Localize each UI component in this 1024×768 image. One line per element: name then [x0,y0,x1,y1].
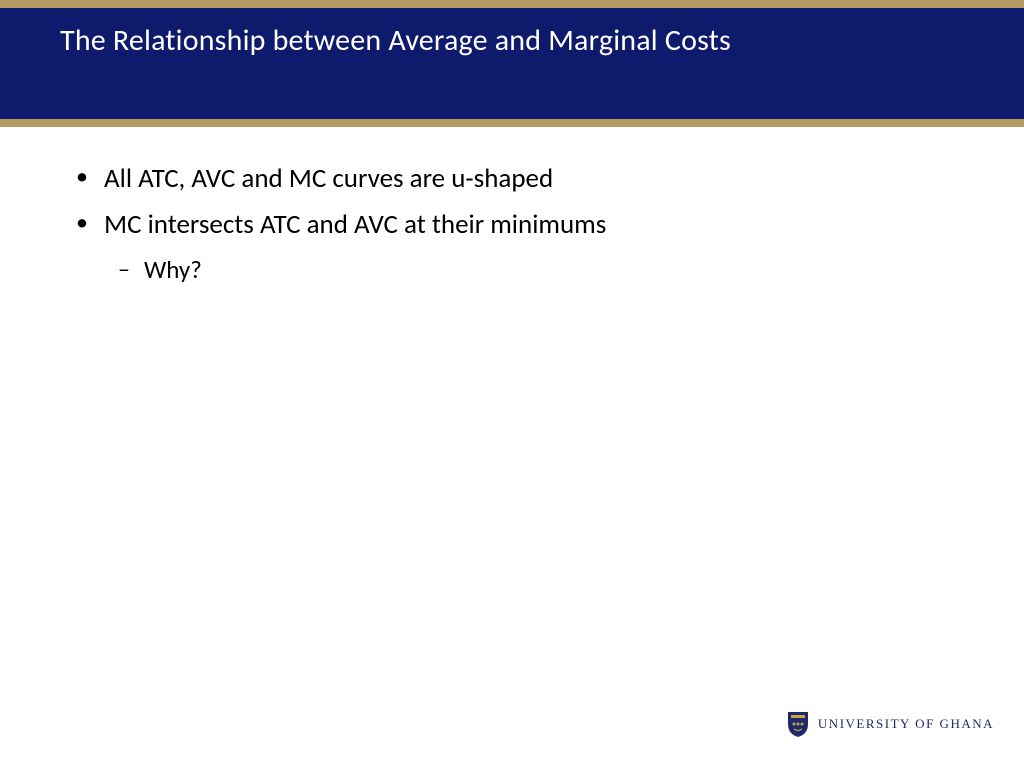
bottom-accent-border [0,119,1024,127]
bullet-item: MC intersects ATC and AVC at their minim… [70,207,964,243]
bullet-item: All ATC, AVC and MC curves are u-shaped [70,161,964,197]
content-area: All ATC, AVC and MC curves are u-shaped M… [0,127,1024,286]
footer-org-text: UNIVERSITY OF GHANA [818,716,994,732]
bullet-list: All ATC, AVC and MC curves are u-shaped M… [70,161,964,286]
slide-title: The Relationship between Average and Mar… [60,22,1024,59]
header-band: The Relationship between Average and Mar… [0,8,1024,119]
sub-bullet-item: Why? [70,254,964,287]
top-accent-border [0,0,1024,8]
footer-logo: UNIVERSITY OF GHANA [786,710,994,738]
crest-icon [786,710,810,738]
